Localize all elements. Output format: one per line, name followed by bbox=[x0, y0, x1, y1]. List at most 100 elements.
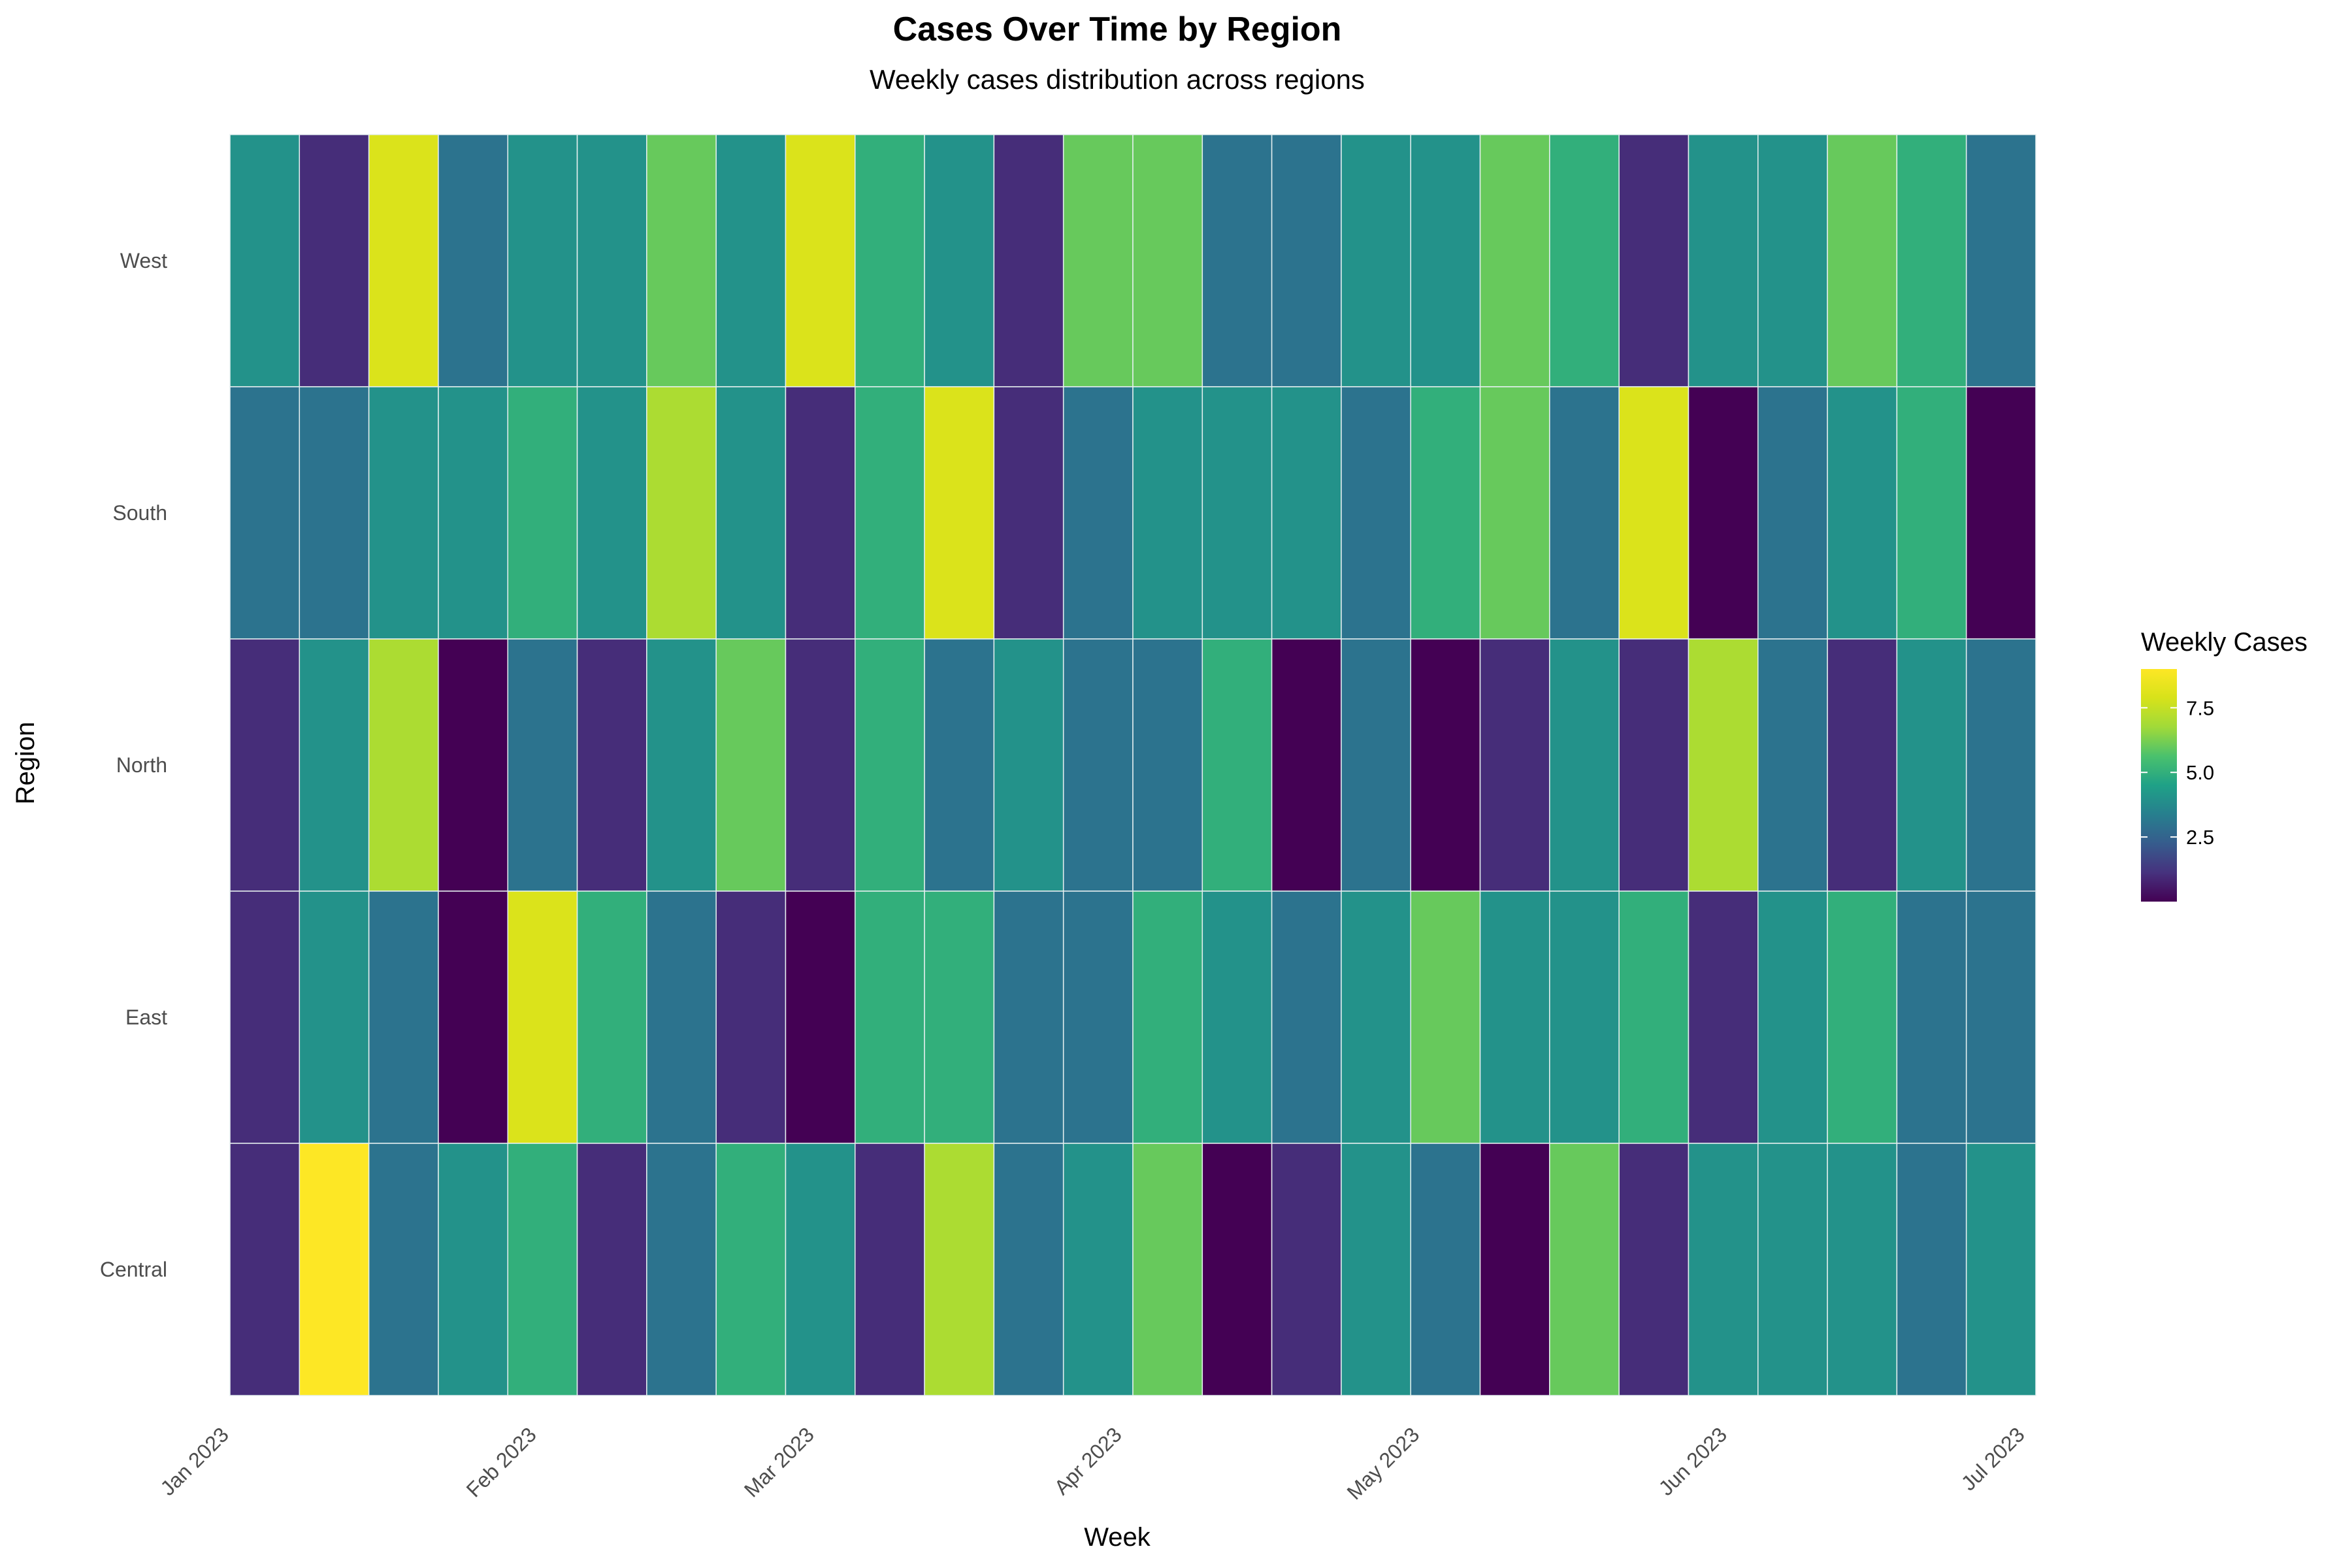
x-tick-label: Jan 2023 bbox=[155, 1422, 233, 1500]
heatmap-cell bbox=[715, 638, 787, 892]
heatmap-cell bbox=[1062, 638, 1134, 892]
heatmap-cell bbox=[715, 890, 787, 1144]
heatmap-cell bbox=[1479, 638, 1550, 892]
heatmap-cell bbox=[1132, 386, 1203, 640]
heatmap-cell bbox=[368, 134, 439, 387]
heatmap-cell bbox=[438, 1143, 508, 1396]
heatmap-cell bbox=[1896, 386, 1967, 640]
heatmap-cell bbox=[1201, 134, 1273, 387]
heatmap-cell bbox=[924, 386, 995, 640]
heatmap-cell bbox=[368, 1143, 439, 1396]
y-tick-label: North bbox=[116, 753, 167, 777]
heatmap-cell bbox=[646, 386, 717, 640]
heatmap-cell bbox=[368, 638, 439, 892]
heatmap-cell bbox=[1062, 386, 1134, 640]
heatmap-cell bbox=[1410, 1143, 1481, 1396]
heatmap-cell bbox=[1410, 638, 1481, 892]
y-tick-label: South bbox=[112, 501, 167, 525]
heatmap-cell bbox=[1062, 890, 1134, 1144]
heatmap-cell bbox=[1479, 890, 1550, 1144]
heatmap-cell bbox=[1896, 1143, 1967, 1396]
heatmap-cell bbox=[229, 1143, 301, 1396]
heatmap-cell bbox=[924, 890, 995, 1144]
heatmap-cell bbox=[438, 890, 508, 1144]
legend-tick-label: 7.5 bbox=[2186, 696, 2214, 719]
heatmap-cell bbox=[299, 134, 370, 387]
heatmap-cell bbox=[576, 134, 647, 387]
y-tick-label: West bbox=[120, 249, 167, 272]
x-tick-label: Jul 2023 bbox=[1957, 1422, 2029, 1495]
heatmap-cell bbox=[1827, 890, 1898, 1144]
heatmap-cell bbox=[993, 890, 1064, 1144]
heatmap-cell bbox=[576, 1143, 647, 1396]
heatmap-cells bbox=[229, 134, 2036, 1396]
heatmap-cell bbox=[1618, 638, 1690, 892]
heatmap-cell bbox=[993, 1143, 1064, 1396]
heatmap-cell bbox=[993, 386, 1064, 640]
heatmap-cell bbox=[1965, 134, 2036, 387]
heatmap-cell bbox=[785, 386, 856, 640]
heatmap-cell bbox=[438, 134, 508, 387]
heatmap-cell bbox=[1896, 134, 1967, 387]
x-tick-label: Jun 2023 bbox=[1654, 1422, 1732, 1500]
heatmap-cell bbox=[1271, 134, 1342, 387]
heatmap-cell bbox=[1062, 1143, 1134, 1396]
heatmap-cell bbox=[507, 890, 578, 1144]
heatmap-cell bbox=[299, 1143, 370, 1396]
heatmap-cell bbox=[1341, 386, 1411, 640]
heatmap-cell bbox=[576, 890, 647, 1144]
heatmap-cell bbox=[1479, 386, 1550, 640]
heatmap-cell bbox=[368, 386, 439, 640]
heatmap-cell bbox=[1827, 386, 1898, 640]
heatmap-cell bbox=[646, 134, 717, 387]
heatmap-cell bbox=[1757, 1143, 1828, 1396]
legend-color-bar bbox=[2141, 669, 2177, 902]
heatmap-cell bbox=[507, 134, 578, 387]
heatmap-cell bbox=[715, 134, 787, 387]
heatmap-cell bbox=[646, 638, 717, 892]
heatmap-cell bbox=[1896, 638, 1967, 892]
x-axis-ticks: Jan 2023 Feb 2023 Mar 2023 Apr 2023 May 2023… bbox=[155, 1422, 2029, 1504]
heatmap-cell bbox=[1618, 1143, 1690, 1396]
heatmap-cell bbox=[785, 638, 856, 892]
heatmap-cell bbox=[229, 890, 301, 1144]
y-axis-title: Region bbox=[11, 722, 40, 805]
heatmap-cell bbox=[715, 386, 787, 640]
heatmap-cell bbox=[229, 386, 301, 640]
heatmap-cell bbox=[1965, 638, 2036, 892]
heatmap-cell bbox=[299, 386, 370, 640]
heatmap-cell bbox=[1827, 1143, 1898, 1396]
heatmap-cell bbox=[1688, 134, 1759, 387]
heatmap-cell bbox=[1757, 890, 1828, 1144]
heatmap-cell bbox=[576, 638, 647, 892]
heatmap-cell bbox=[715, 1143, 787, 1396]
heatmap-cell bbox=[1271, 1143, 1342, 1396]
heatmap-cell bbox=[1827, 638, 1898, 892]
heatmap-cell bbox=[1688, 1143, 1759, 1396]
heatmap-cell bbox=[1757, 638, 1828, 892]
heatmap-cell bbox=[1410, 386, 1481, 640]
heatmap-cell bbox=[507, 638, 578, 892]
heatmap-cell bbox=[924, 134, 995, 387]
heatmap-cell bbox=[1549, 638, 1620, 892]
heatmap-cell bbox=[646, 1143, 717, 1396]
heatmap-cell bbox=[299, 890, 370, 1144]
heatmap-cell bbox=[1410, 134, 1481, 387]
legend-tick-label: 5.0 bbox=[2186, 761, 2214, 784]
x-tick-label: May 2023 bbox=[1343, 1422, 1424, 1504]
heatmap-cell bbox=[1201, 1143, 1273, 1396]
heatmap-cell bbox=[1132, 1143, 1203, 1396]
heatmap-cell bbox=[1896, 890, 1967, 1144]
heatmap-cell bbox=[993, 134, 1064, 387]
heatmap-cell bbox=[1549, 386, 1620, 640]
heatmap-cell bbox=[1132, 638, 1203, 892]
heatmap-cell bbox=[1201, 890, 1273, 1144]
legend-ticks: 2.5 5.0 7.5 bbox=[2141, 696, 2214, 849]
heatmap-cell bbox=[924, 638, 995, 892]
heatmap-cell bbox=[1757, 134, 1828, 387]
heatmap-cell bbox=[1479, 1143, 1550, 1396]
heatmap-cell bbox=[1688, 386, 1759, 640]
heatmap-cell bbox=[1271, 386, 1342, 640]
heatmap-cell bbox=[438, 386, 508, 640]
